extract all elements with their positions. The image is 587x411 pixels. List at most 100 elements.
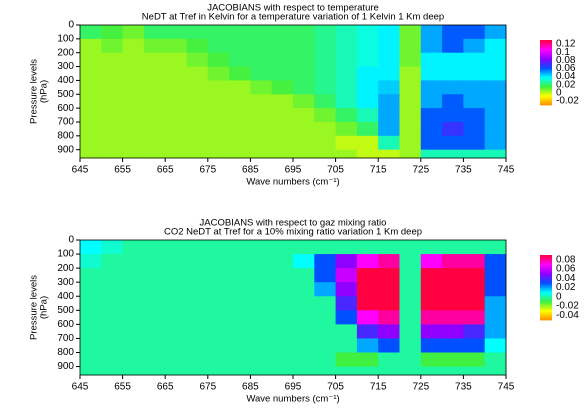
heatmap-cell [335, 149, 358, 159]
heatmap-cell [229, 66, 251, 81]
colorbar-swatch [540, 46, 552, 49]
colorbar-swatch [540, 77, 552, 80]
x-tick-label: 645 [72, 165, 89, 176]
heatmap-cell [335, 25, 358, 40]
colorbar-swatch [540, 85, 552, 88]
heatmap-cell [293, 25, 315, 40]
heatmap-cell [356, 108, 379, 123]
heatmap-cell [250, 66, 273, 81]
colorbar-tick-label: 0 [556, 291, 562, 302]
heatmap-cell [80, 324, 102, 339]
y-tick-label: 400 [57, 75, 74, 86]
colorbar-swatch [540, 318, 552, 321]
heatmap-cell [420, 94, 443, 109]
heatmap-cell [356, 352, 379, 367]
heatmap-cell [229, 80, 251, 95]
heatmap-cell [442, 268, 464, 283]
x-tick-label: 715 [370, 165, 387, 176]
heatmap-cell [335, 352, 358, 367]
heatmap-cell [293, 240, 315, 255]
heatmap-cell [378, 149, 400, 159]
heatmap-cell [186, 268, 209, 283]
heatmap-cell [143, 108, 166, 123]
heatmap-cell [378, 338, 400, 353]
heatmap-cell [293, 324, 315, 339]
heatmap-cell [420, 108, 443, 123]
heatmap-cell [356, 149, 379, 159]
colorbar-swatch [540, 272, 552, 275]
heatmap-cell [271, 324, 294, 339]
heatmap-cell [250, 135, 273, 151]
colorbar-swatch [540, 290, 552, 293]
colorbar-swatch [540, 43, 552, 46]
heatmap-cell [293, 66, 315, 81]
heatmap-cell [271, 66, 294, 81]
heatmap-cell [442, 240, 464, 255]
heatmap-cell [101, 52, 123, 67]
heatmap-cell [335, 366, 358, 376]
heatmap-cell [229, 310, 251, 325]
heatmap-cell [229, 366, 251, 376]
heatmap-cell [143, 94, 166, 109]
x-tick-label: 685 [242, 382, 259, 393]
heatmap-cell [229, 94, 251, 109]
heatmap-cell [101, 149, 123, 159]
colorbar-swatch [540, 316, 552, 319]
heatmap-cell [80, 52, 102, 67]
heatmap-cell [143, 135, 166, 151]
heatmap-cell [207, 80, 230, 95]
heatmap-cell [293, 310, 315, 325]
heatmap-cell [122, 25, 145, 40]
heatmap-cell [207, 94, 230, 109]
heatmap-cell [250, 121, 273, 137]
heatmap-cell [484, 94, 507, 109]
heatmap-cell [463, 240, 486, 255]
y-tick-label: 700 [57, 333, 74, 344]
heatmap-cell [80, 135, 102, 151]
heatmap-cell [356, 80, 379, 95]
heatmap-cell [399, 121, 422, 137]
heatmap-cell [420, 310, 443, 325]
heatmap-cell [229, 282, 251, 297]
heatmap-cell [101, 268, 123, 283]
y-tick-label: 900 [57, 144, 74, 155]
heatmap-cell [165, 66, 187, 81]
heatmap-cell [378, 296, 400, 311]
heatmap-cell [484, 25, 507, 40]
colorbar-swatch [540, 311, 552, 314]
heatmap-cell [186, 135, 209, 151]
colorbar-swatch [540, 258, 552, 261]
colorbar-swatch [540, 90, 552, 93]
heatmap-cell [399, 338, 422, 353]
heatmap-cell [484, 80, 507, 95]
heatmap-cell [420, 66, 443, 81]
heatmap-cell [463, 338, 486, 353]
y-tick-label: 600 [57, 319, 74, 330]
heatmap-cell [165, 52, 187, 67]
heatmap-cell [122, 240, 145, 255]
heatmap-cell [229, 324, 251, 339]
colorbar-swatch [540, 274, 552, 277]
heatmap-cell [420, 324, 443, 339]
heatmap-cell [484, 149, 507, 159]
colorbar-swatch [540, 287, 552, 290]
heatmap-cell [143, 25, 166, 40]
heatmap-cell [186, 324, 209, 339]
heatmap-cell [314, 94, 336, 109]
heatmap-cell [356, 66, 379, 81]
y-tick-label: 200 [57, 47, 74, 58]
heatmap-cell [442, 38, 464, 54]
colorbar-swatch [540, 281, 552, 284]
y-axis-label: Pressure levels [29, 59, 40, 124]
heatmap-cell [80, 108, 102, 123]
heatmap-cell [143, 352, 166, 367]
heatmap-cell [378, 38, 400, 54]
heatmap-cell [378, 324, 400, 339]
heatmap-cell [293, 366, 315, 376]
heatmap-cell [207, 38, 230, 54]
heatmap-cell [420, 296, 443, 311]
colorbar-swatch [540, 87, 552, 90]
colorbar-swatch [540, 53, 552, 56]
heatmap-cell [314, 310, 336, 325]
heatmap-cell [399, 240, 422, 255]
